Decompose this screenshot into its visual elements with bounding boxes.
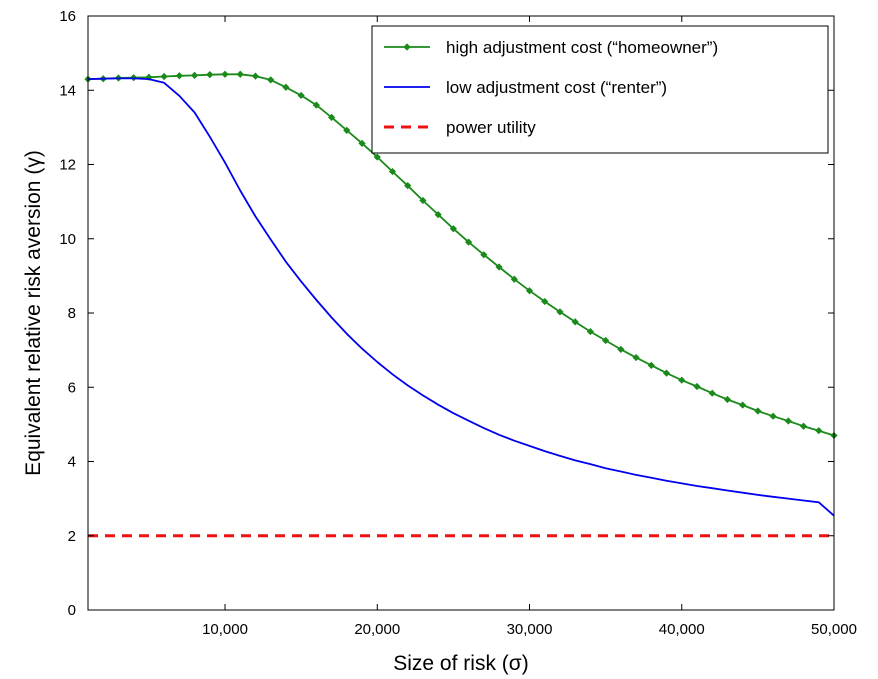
legend-entry: high adjustment cost (“homeowner”) — [384, 38, 718, 57]
axis-ticks: 0 2 4 6 8 10 12 14 16 10,000 20,000 30,000 40,000 50,… — [59, 8, 857, 638]
legend-entry: power utility — [384, 118, 536, 137]
y-tick-label: 2 — [68, 528, 76, 545]
data-point — [282, 83, 290, 91]
data-point — [602, 336, 610, 345]
data-point — [160, 72, 168, 81]
data-point — [358, 139, 366, 147]
legend-label: power utility — [446, 118, 536, 137]
data-point — [754, 407, 762, 415]
series-1 — [84, 70, 838, 440]
y-tick-label: 0 — [68, 602, 76, 619]
series-line — [87, 77, 835, 517]
data-point — [480, 251, 488, 259]
y-tick-label: 10 — [59, 231, 76, 248]
data-point — [693, 382, 701, 391]
data-point — [662, 369, 671, 377]
data-point — [190, 71, 199, 79]
data-point — [617, 345, 625, 353]
data-point — [221, 70, 229, 78]
data-point — [404, 182, 412, 190]
x-tick-label: 50,000 — [811, 621, 857, 638]
data-point — [708, 389, 716, 397]
data-point — [678, 376, 686, 384]
data-point — [799, 422, 808, 430]
data-point — [525, 287, 534, 295]
data-point — [419, 196, 427, 205]
data-point — [571, 318, 579, 326]
data-point — [495, 263, 503, 271]
y-tick-label: 12 — [59, 157, 76, 174]
x-axis-label: Size of risk (σ) — [393, 652, 528, 675]
data-point — [815, 427, 823, 435]
data-point — [556, 308, 564, 316]
legend-marker — [403, 43, 411, 51]
data-point — [541, 297, 549, 306]
data-point — [373, 153, 381, 161]
x-tick-label: 20,000 — [354, 621, 400, 638]
legend-label: low adjustment cost (“renter”) — [446, 78, 667, 97]
legend-label: high adjustment cost (“homeowner”) — [446, 38, 718, 57]
data-point — [510, 275, 518, 283]
data-point — [632, 353, 640, 362]
data-point — [312, 101, 320, 109]
data-point — [206, 71, 214, 79]
data-point — [449, 225, 457, 233]
y-tick-label: 16 — [59, 8, 76, 25]
data-point — [297, 91, 305, 100]
data-point — [723, 395, 732, 404]
y-tick-label: 6 — [68, 379, 76, 396]
y-tick-label: 14 — [59, 82, 76, 99]
legend-entry: low adjustment cost (“renter”) — [384, 78, 667, 97]
data-point — [236, 70, 244, 78]
legend-box — [371, 25, 829, 154]
data-point — [647, 361, 655, 369]
y-tick-label: 8 — [68, 305, 76, 322]
plot-area — [84, 70, 838, 538]
data-point — [769, 412, 777, 420]
y-axis-label: Equivalent relative risk aversion (γ) — [22, 150, 45, 476]
x-tick-label: 10,000 — [202, 621, 248, 638]
data-point — [388, 167, 397, 176]
data-point — [327, 113, 336, 121]
data-point — [465, 238, 473, 246]
data-point — [175, 72, 183, 80]
x-tick-label: 30,000 — [507, 621, 553, 638]
series-2 — [87, 77, 835, 517]
data-point — [784, 417, 792, 425]
x-tick-label: 40,000 — [659, 621, 705, 638]
y-tick-label: 4 — [68, 454, 76, 471]
data-point — [267, 76, 275, 84]
legend: high adjustment cost (“homeowner”) low ad… — [371, 25, 829, 154]
data-point — [586, 327, 595, 336]
data-point — [434, 211, 442, 219]
data-point — [251, 72, 260, 80]
data-point — [343, 126, 351, 134]
data-point — [739, 401, 747, 409]
